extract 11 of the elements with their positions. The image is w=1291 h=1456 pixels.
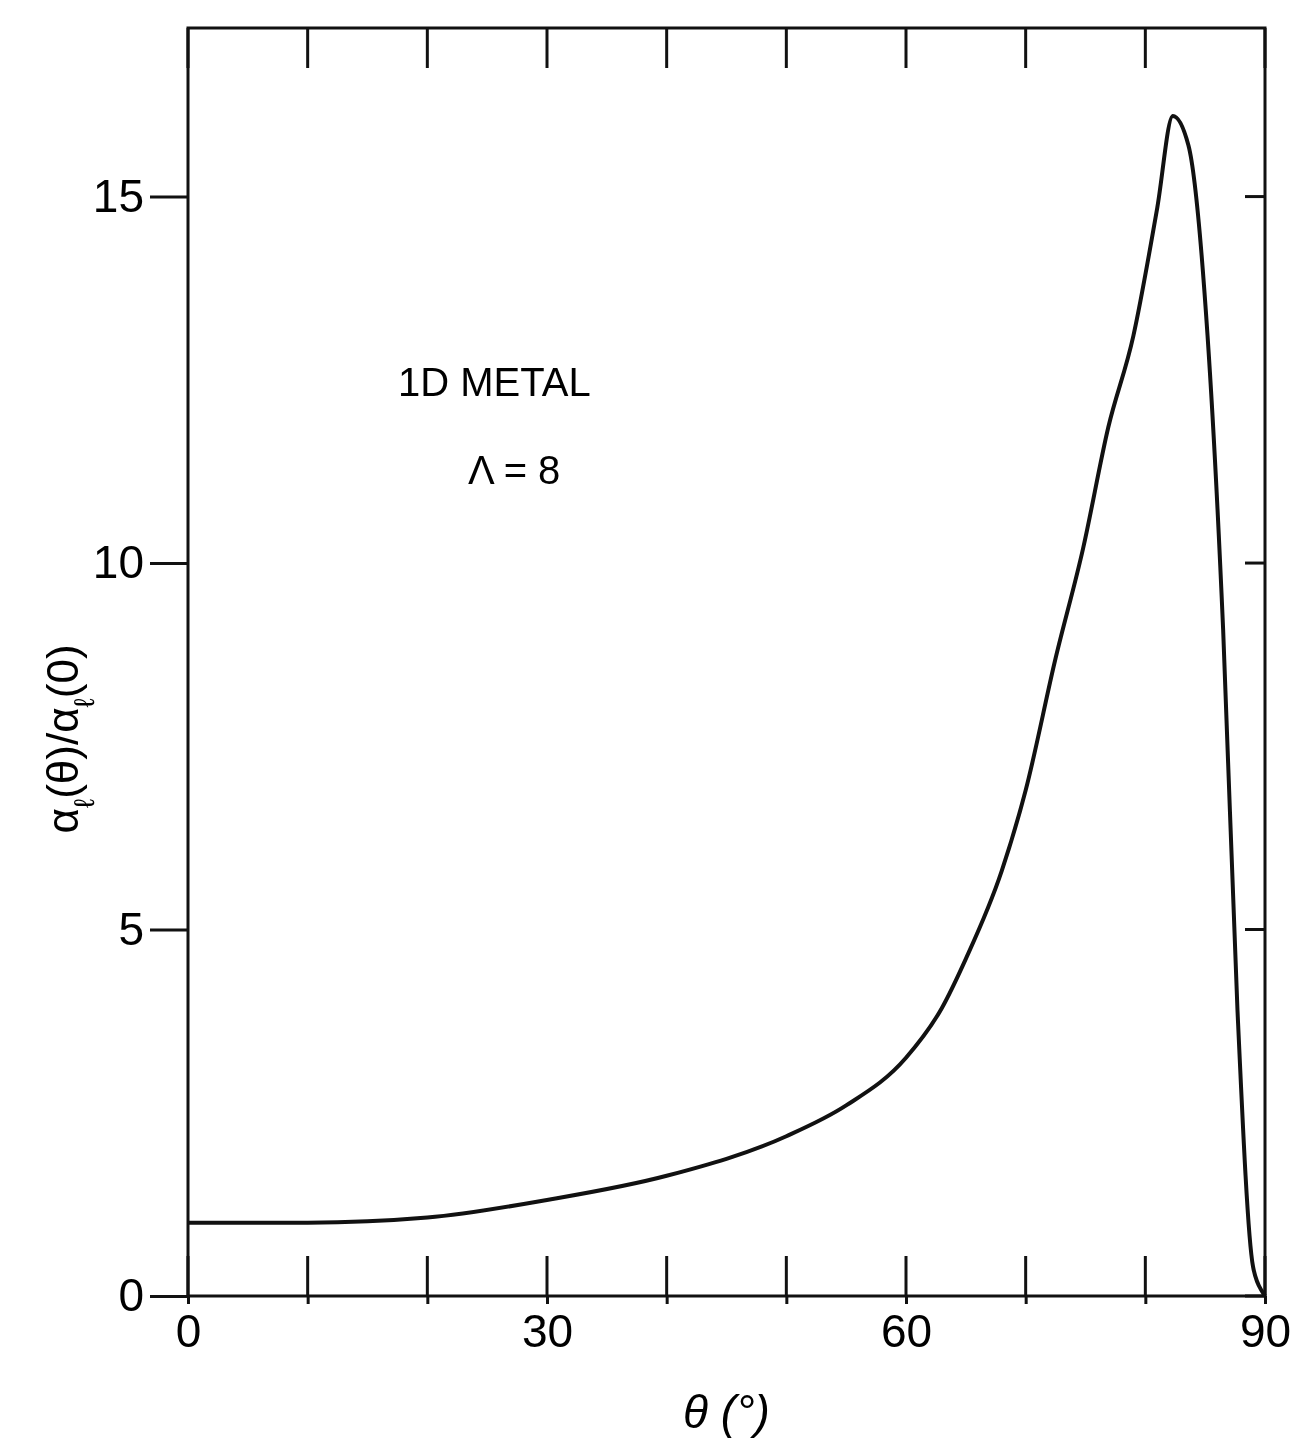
- x-tick-label: 0: [175, 1304, 202, 1357]
- x-tick-label: 90: [1239, 1304, 1291, 1357]
- annotation: 1D METAL: [398, 359, 591, 404]
- x-axis-title: θ (°): [683, 1386, 770, 1438]
- x-tick-label: 60: [880, 1304, 933, 1357]
- y-tick-label: 10: [92, 536, 144, 589]
- annotation: Λ = 8: [468, 447, 561, 492]
- y-tick-label: 5: [118, 902, 144, 955]
- y-tick-label: 0: [118, 1269, 144, 1322]
- y-tick-label: 15: [92, 169, 144, 222]
- x-tick-label: 30: [521, 1304, 574, 1357]
